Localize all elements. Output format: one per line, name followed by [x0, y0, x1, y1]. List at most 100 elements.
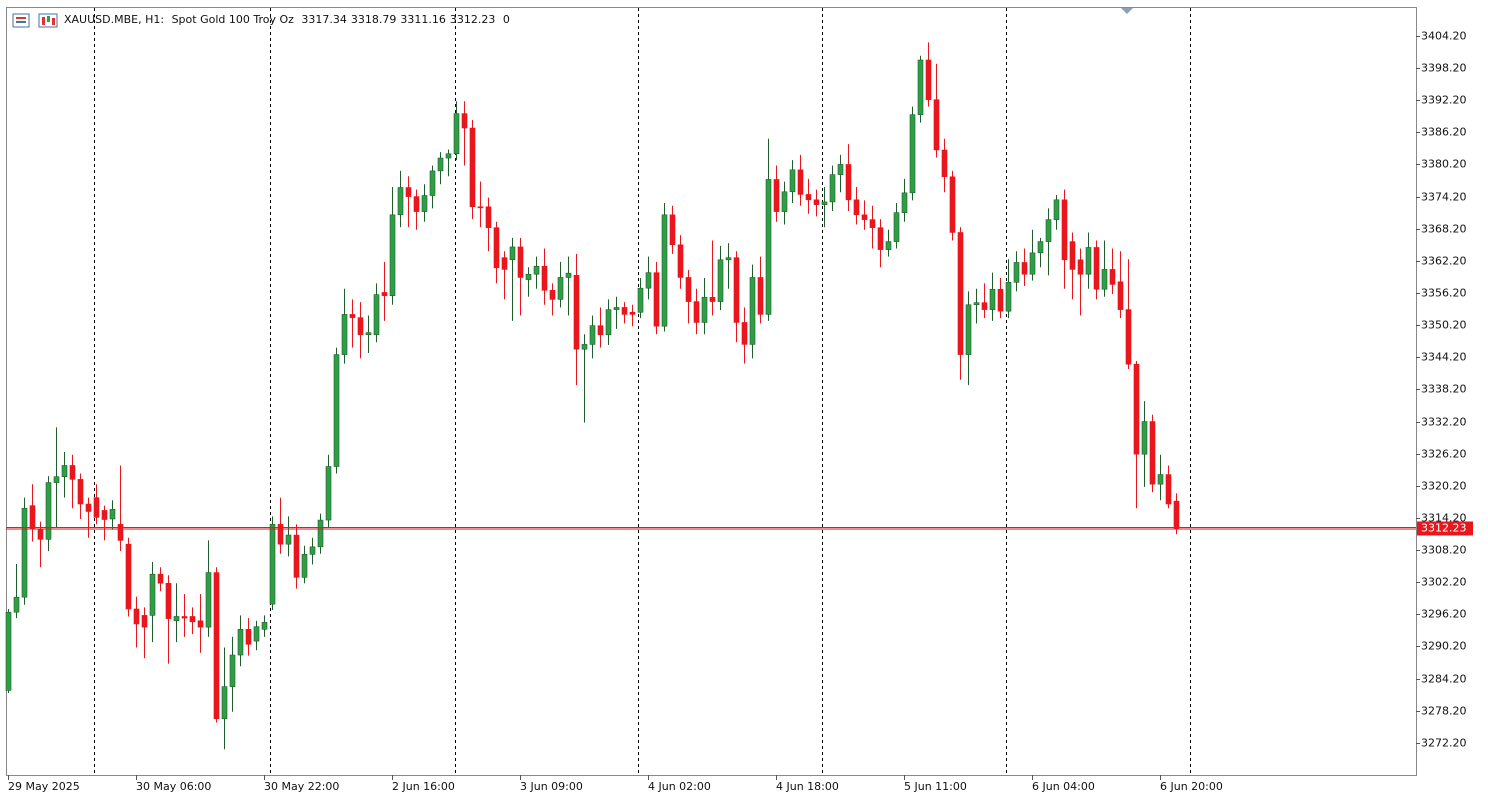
candle-body — [1061, 199, 1068, 261]
candle-body — [733, 257, 740, 323]
candle-body — [853, 199, 860, 216]
candle-body — [277, 524, 284, 545]
y-tick-label: 3362.20 — [1421, 255, 1467, 268]
x-tick-label: 6 Jun 20:00 — [1160, 780, 1223, 793]
candle-body — [1117, 281, 1124, 310]
icon — [12, 13, 30, 28]
candle-body — [365, 332, 372, 336]
candle-body — [1069, 241, 1076, 270]
candle-body — [1053, 199, 1060, 220]
candle-body — [53, 476, 60, 483]
candle-body — [893, 212, 900, 242]
candle-body — [261, 622, 268, 630]
candle-body — [917, 59, 924, 115]
candle-body — [885, 241, 892, 250]
candle-body — [205, 572, 212, 628]
header-high: 3318.79 — [350, 13, 397, 26]
candle-body — [797, 169, 804, 195]
x-tick-label: 4 Jun 02:00 — [648, 780, 711, 793]
candle-body — [717, 259, 724, 302]
candle-body — [773, 179, 780, 212]
candle-body — [413, 196, 420, 212]
candle-body — [965, 304, 972, 355]
candle-body — [5, 611, 12, 691]
x-tick-label: 30 May 06:00 — [136, 780, 211, 793]
candle-body — [805, 194, 812, 201]
candle-body — [485, 206, 492, 228]
header-icons — [12, 13, 58, 28]
y-tick-label: 3368.20 — [1421, 223, 1467, 236]
candle-body — [293, 534, 300, 578]
y-tick-label: 3320.20 — [1421, 480, 1467, 493]
y-tick-label: 3350.20 — [1421, 319, 1467, 332]
y-tick-label: 3404.20 — [1421, 30, 1467, 43]
candle-body — [837, 164, 844, 175]
candle-body — [77, 479, 84, 505]
candle-body — [605, 309, 612, 336]
header-volume: 0 — [502, 13, 510, 26]
y-tick-label: 3380.20 — [1421, 158, 1467, 171]
candle-body — [1045, 219, 1052, 242]
candle-body — [549, 290, 556, 300]
candle-body — [765, 179, 772, 315]
candle-body — [933, 99, 940, 151]
candle-body — [557, 277, 564, 300]
candle-body — [621, 307, 628, 315]
candle-body — [85, 503, 92, 512]
x-tick-label: 30 May 22:00 — [264, 780, 339, 793]
candle-body — [373, 294, 380, 336]
candle-body — [389, 214, 396, 296]
candle-body — [1093, 247, 1100, 290]
candle-body — [37, 529, 44, 540]
x-tick-label: 5 Jun 11:00 — [904, 780, 967, 793]
candle-body — [709, 296, 716, 302]
candle-body — [869, 219, 876, 228]
candle-body — [533, 265, 540, 275]
candle-body — [333, 354, 340, 467]
candle-body — [1005, 281, 1012, 312]
candle-body — [1085, 247, 1092, 275]
candle-body — [645, 272, 652, 289]
candle-body — [469, 127, 476, 208]
candle-body — [445, 153, 452, 159]
y-tick-label: 3374.20 — [1421, 191, 1467, 204]
candle-body — [581, 344, 588, 350]
candle-body — [453, 113, 460, 155]
icon-part — [16, 17, 26, 19]
candle-body — [653, 272, 660, 327]
candle-body — [565, 272, 572, 278]
candle-body — [749, 277, 756, 345]
y-tick-label: 3386.20 — [1421, 126, 1467, 139]
candle-body — [101, 510, 108, 520]
candle-body — [1165, 474, 1172, 505]
plot-frame — [6, 7, 1417, 776]
candle-body — [685, 277, 692, 302]
candle-body — [325, 466, 332, 521]
candle-body — [901, 192, 908, 213]
icon-part — [52, 18, 55, 25]
y-tick-label: 3332.20 — [1421, 416, 1467, 429]
candle-body — [69, 465, 76, 480]
y-tick-label: 3392.20 — [1421, 94, 1467, 107]
x-tick-label: 2 Jun 16:00 — [392, 780, 455, 793]
y-tick-label: 3302.20 — [1421, 576, 1467, 589]
candle-body — [1021, 262, 1028, 275]
last-price-label: 3312.23 — [1421, 521, 1467, 534]
candle-body — [589, 325, 596, 345]
candle-body — [141, 615, 148, 628]
x-tick-label: 4 Jun 18:00 — [776, 780, 839, 793]
candle-body — [29, 505, 36, 530]
candle-body — [781, 191, 788, 212]
candle-body — [237, 629, 244, 656]
candle-body — [789, 169, 796, 193]
candle-body — [757, 277, 764, 315]
candle-body — [845, 164, 852, 201]
candle-body — [461, 113, 468, 129]
candle-body — [1149, 421, 1156, 485]
header-open: 3317.34 — [301, 13, 347, 26]
candle-body — [925, 59, 932, 100]
candle-body — [109, 509, 116, 520]
y-tick-label: 3290.20 — [1421, 640, 1467, 653]
